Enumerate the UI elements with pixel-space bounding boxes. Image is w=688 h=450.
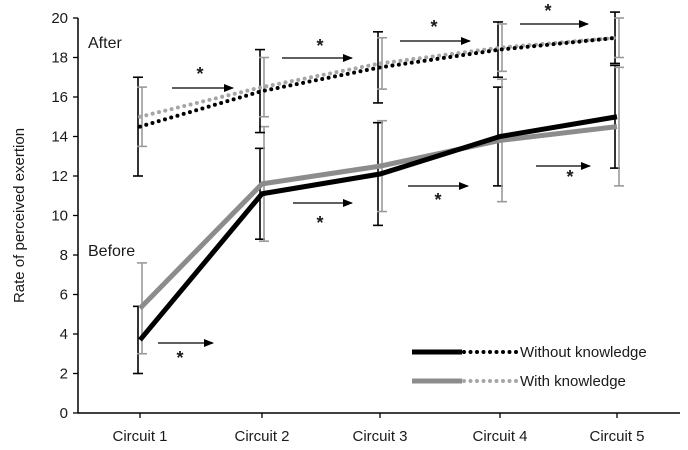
series-line-with-knowledge-before (138, 124, 618, 311)
before-label: Before (88, 243, 135, 260)
significance-star: * (434, 190, 441, 210)
y-tick-label: 10 (51, 208, 68, 225)
significance-star: * (544, 1, 551, 21)
y-tick-label: 2 (60, 366, 68, 383)
y-tick-label: 0 (60, 405, 68, 422)
y-tick-label: 20 (51, 10, 68, 27)
y-tick-label: 14 (51, 129, 68, 146)
y-tick-label: 18 (51, 50, 68, 67)
significance-star: * (566, 167, 573, 187)
axes: 0 2 4 6 8 10 12 14 16 18 20 Circuit 1 Circuit 2 Circu… (11, 10, 680, 445)
legend-label: With knowledge (520, 373, 626, 390)
x-tick-label: Circuit 5 (589, 428, 644, 445)
after-label: After (88, 35, 122, 52)
annotations: After Before * * * * * * * * (88, 1, 591, 368)
y-tick-label: 12 (51, 168, 68, 185)
y-axis-label: Rate of perceived exertion (11, 128, 28, 303)
x-tick-label: Circuit 1 (112, 428, 167, 445)
legend-label: Without knowledge (520, 344, 647, 361)
significance-star: * (196, 64, 203, 84)
significance-star: * (176, 348, 183, 368)
y-tick-label: 8 (60, 247, 68, 264)
x-tick-label: Circuit 4 (472, 428, 527, 445)
y-tick-label: 4 (60, 326, 68, 343)
significance-star: * (316, 213, 323, 233)
series-line-without-knowledge-after (138, 35, 619, 129)
significance-star: * (430, 17, 437, 37)
y-tick-label: 6 (60, 287, 68, 304)
x-tick-label: Circuit 3 (352, 428, 407, 445)
y-tick-label: 16 (51, 89, 68, 106)
series-line-with-knowledge-after (138, 35, 619, 119)
x-tick-label: Circuit 2 (234, 428, 289, 445)
series-line-without-knowledge-before (138, 114, 618, 342)
legend: Without knowledge With knowledge (412, 344, 647, 390)
series-lines (138, 35, 619, 342)
significance-star: * (316, 36, 323, 56)
